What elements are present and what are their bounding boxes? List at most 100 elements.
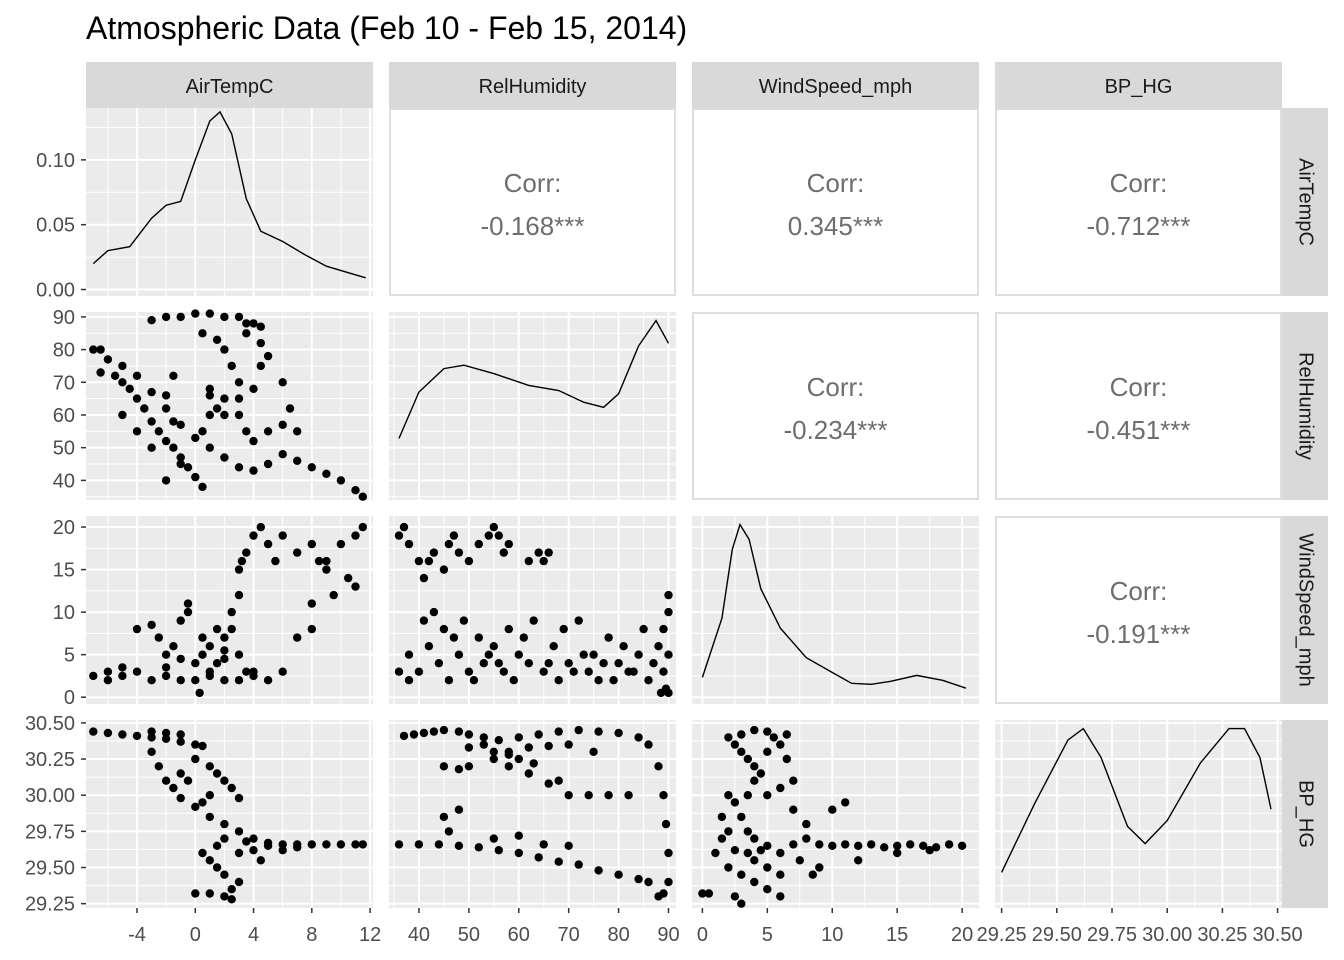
- data-point: [659, 791, 668, 800]
- data-point: [730, 846, 740, 855]
- data-point: [205, 671, 214, 681]
- data-point: [504, 539, 513, 549]
- data-point: [358, 492, 367, 501]
- data-point: [242, 667, 251, 676]
- data-point: [118, 671, 127, 681]
- data-point: [664, 688, 673, 698]
- panel-background: [86, 720, 373, 908]
- data-point: [234, 650, 244, 659]
- data-point: [549, 642, 558, 651]
- data-point: [464, 667, 474, 676]
- data-point: [205, 309, 214, 318]
- data-point: [419, 616, 429, 625]
- correlation-label: Corr:: [1110, 372, 1168, 402]
- data-point: [724, 791, 733, 800]
- data-point: [227, 885, 236, 894]
- data-point: [424, 642, 434, 651]
- data-point: [263, 459, 273, 469]
- data-point: [285, 404, 295, 413]
- strip-label-col: AirTempC: [186, 76, 274, 98]
- data-point: [344, 573, 353, 583]
- data-point: [161, 436, 171, 446]
- data-point: [212, 404, 222, 413]
- x-tick-label: 70: [558, 924, 580, 946]
- data-point: [789, 805, 798, 814]
- data-point: [336, 539, 346, 549]
- data-point: [494, 531, 503, 540]
- data-point: [919, 841, 928, 850]
- data-point: [614, 728, 623, 738]
- data-point: [198, 633, 207, 642]
- data-point: [424, 556, 434, 566]
- data-point: [534, 730, 543, 739]
- data-point: [494, 846, 503, 855]
- data-point: [737, 812, 746, 822]
- data-point: [737, 899, 746, 908]
- data-point: [263, 676, 273, 685]
- correlation-value: -0.451***: [1086, 415, 1190, 445]
- correlation-panel-background: [995, 108, 1282, 296]
- data-point: [220, 870, 229, 879]
- data-point: [514, 848, 523, 858]
- data-point: [554, 727, 563, 736]
- data-point: [154, 762, 163, 771]
- data-point: [439, 762, 449, 771]
- data-point: [594, 676, 603, 685]
- x-tick-label: 0: [190, 924, 201, 946]
- y-tick-label: 90: [53, 307, 75, 329]
- correlation-label: Corr:: [504, 168, 562, 198]
- data-point: [293, 843, 302, 852]
- data-point: [89, 345, 98, 354]
- data-point: [514, 754, 523, 764]
- data-point: [644, 676, 653, 685]
- data-point: [227, 361, 236, 371]
- y-tick-label: 10: [53, 602, 75, 624]
- data-point: [737, 747, 746, 756]
- panel-BP_HG-vs-AirTempC: [86, 720, 373, 908]
- data-point: [737, 870, 746, 879]
- data-point: [789, 840, 798, 849]
- data-point: [220, 394, 229, 403]
- data-point: [569, 667, 578, 676]
- data-point: [444, 827, 454, 836]
- strip-col-AirTempC: [86, 62, 373, 108]
- data-point: [263, 539, 273, 549]
- data-point: [140, 404, 149, 413]
- data-point: [469, 676, 479, 685]
- data-point: [489, 834, 498, 843]
- data-point: [351, 531, 360, 540]
- data-point: [307, 539, 316, 549]
- data-point: [439, 725, 449, 735]
- data-point: [664, 877, 673, 887]
- data-point: [394, 667, 404, 676]
- data-point: [118, 378, 127, 387]
- data-point: [474, 843, 483, 852]
- strip-row-WindSpeed_mph: [1282, 516, 1328, 704]
- data-point: [336, 476, 346, 485]
- data-point: [256, 522, 265, 532]
- strip-label-row: BP_HG: [1295, 780, 1317, 848]
- data-point: [604, 791, 613, 800]
- data-point: [479, 733, 488, 742]
- data-point: [524, 769, 533, 778]
- data-point: [454, 765, 464, 774]
- data-point: [293, 427, 302, 436]
- y-tick-label: 30.50: [25, 713, 75, 735]
- data-point: [659, 667, 668, 676]
- data-point: [147, 443, 156, 452]
- data-point: [220, 633, 229, 642]
- data-point: [664, 607, 673, 617]
- data-point: [614, 659, 623, 668]
- data-point: [191, 754, 200, 764]
- data-point: [198, 329, 207, 338]
- data-point: [191, 676, 200, 685]
- data-point: [234, 848, 244, 858]
- data-point: [161, 650, 171, 659]
- y-tick-label: 30.00: [25, 785, 75, 807]
- data-point: [609, 676, 618, 685]
- data-point: [220, 819, 229, 829]
- data-point: [103, 355, 113, 364]
- data-point: [574, 725, 583, 735]
- data-point: [293, 548, 302, 557]
